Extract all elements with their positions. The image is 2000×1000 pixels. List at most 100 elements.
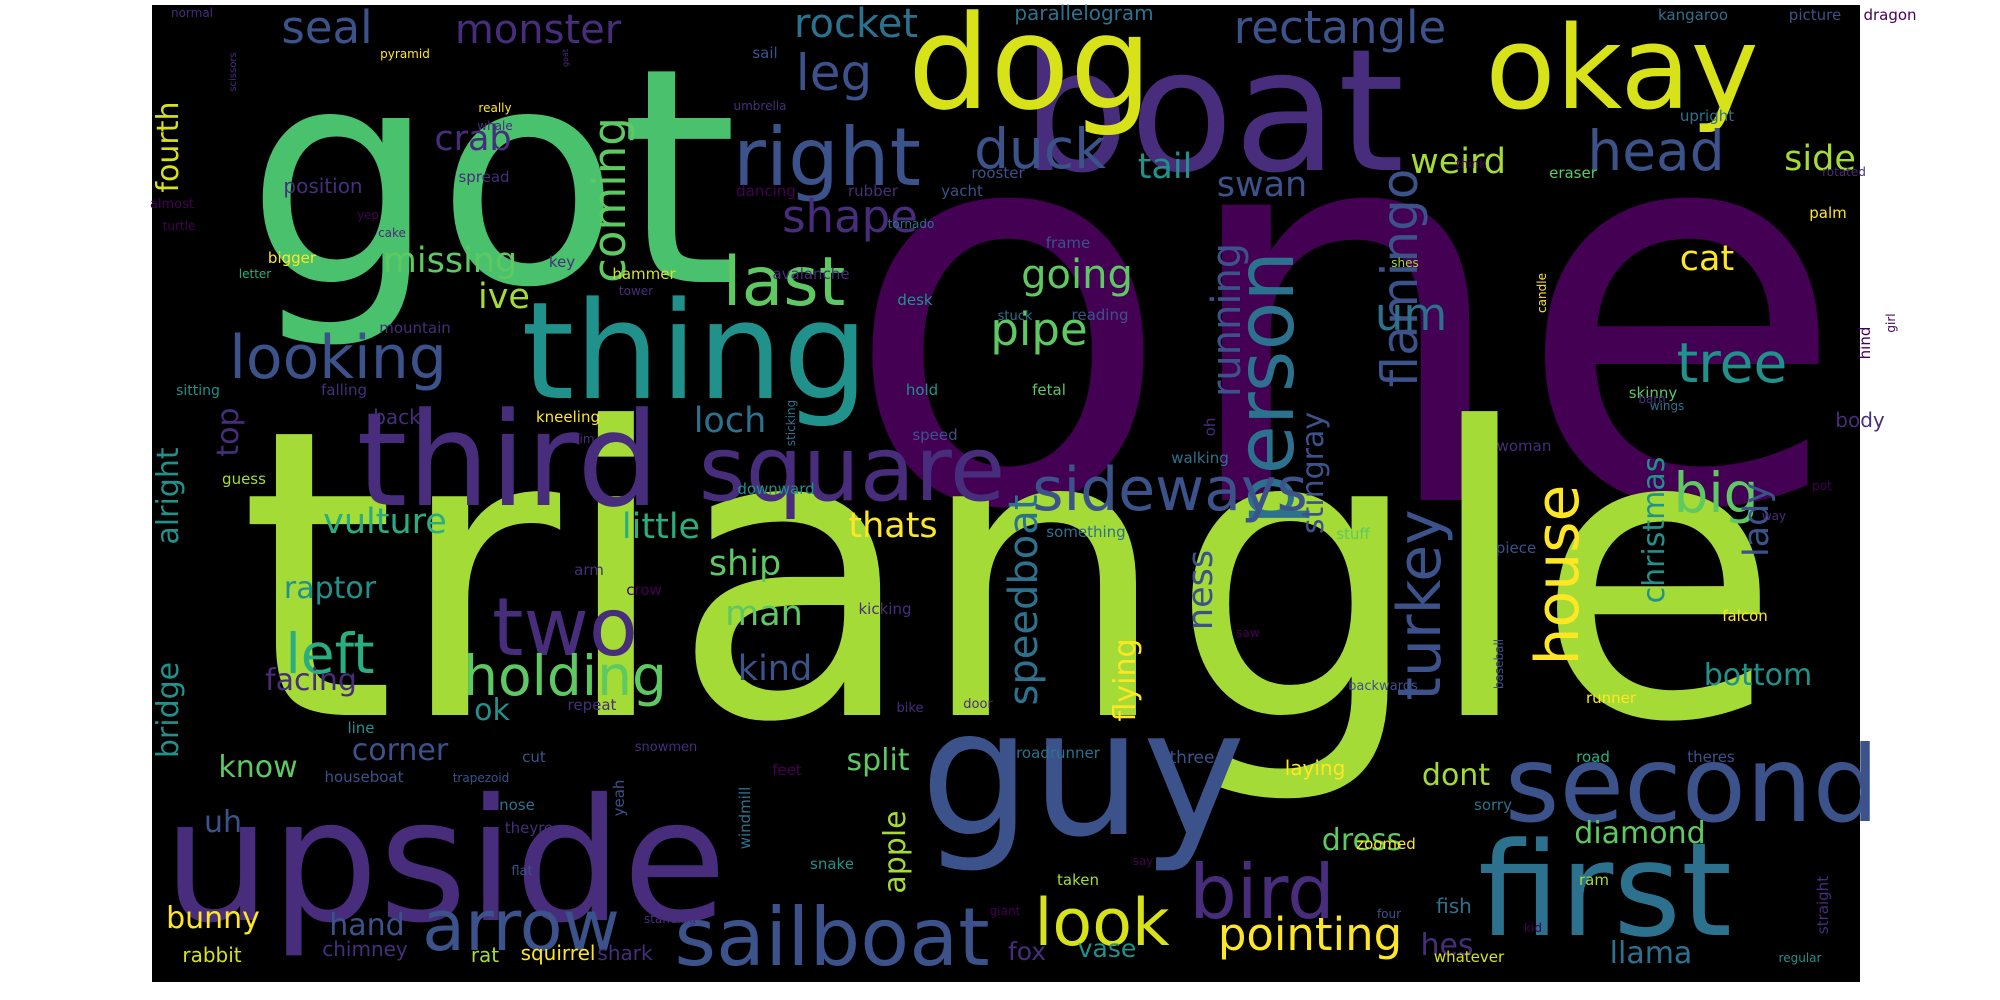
word-laying: laying — [1285, 756, 1346, 780]
word-big: big — [1673, 461, 1758, 525]
word-mountain: mountain — [379, 319, 451, 337]
word-chimney: chimney — [322, 937, 408, 961]
word-upside: upside — [163, 763, 727, 961]
word-turtle: turtle — [163, 219, 196, 233]
word-spread: spread — [458, 168, 509, 186]
word-back: back — [373, 405, 421, 429]
word-houseboat: houseboat — [324, 768, 403, 786]
word-speed: speed — [912, 426, 957, 444]
word-fourth: fourth — [151, 101, 186, 192]
word-rabbit: rabbit — [182, 943, 241, 967]
word-theres: theres — [1687, 748, 1735, 766]
word-downward: downward — [737, 480, 814, 498]
word-guess: guess — [222, 470, 266, 488]
word-okay: okay — [1485, 2, 1758, 136]
word-roadrunner: roadrunner — [1016, 744, 1101, 762]
word-fox: fox — [1008, 937, 1046, 966]
word-raptor: raptor — [284, 571, 377, 606]
word-im: im — [579, 432, 594, 446]
word-stingray: stingray — [1296, 412, 1331, 534]
word-head: head — [1587, 119, 1724, 183]
word-sticking: sticking — [784, 400, 798, 446]
word-one: one — [843, 0, 1848, 628]
word-something: something — [1046, 523, 1125, 541]
word-windmill: windmill — [736, 787, 754, 850]
word-last: last — [723, 243, 846, 322]
word-theyre: theyre — [505, 819, 554, 837]
word-pyramid: pyramid — [380, 47, 430, 61]
word-umbrella: umbrella — [734, 99, 787, 113]
word-hes: hes — [1420, 928, 1473, 963]
word-pot: pot — [1812, 479, 1832, 493]
word-guy: guy — [920, 673, 1246, 876]
word-repeat: repeat — [568, 696, 617, 714]
word-shark: shark — [597, 941, 653, 965]
word-third: third — [356, 384, 659, 536]
word-arm: arm — [574, 561, 604, 579]
word-seal: seal — [281, 1, 372, 54]
word-position: position — [283, 174, 362, 198]
word-piece: piece — [1496, 539, 1536, 557]
word-thing: thing — [521, 273, 868, 430]
word-leg: leg — [796, 44, 872, 102]
word-triangle: triangle — [239, 345, 1781, 810]
word-hammer: hammer — [612, 265, 676, 283]
word-normal: normal — [171, 6, 213, 20]
word-whatever: whatever — [1434, 948, 1505, 966]
word-top: top — [211, 407, 246, 456]
word-kicking: kicking — [859, 600, 912, 618]
word-backwards: backwards — [1348, 679, 1418, 694]
word-whale: whale — [477, 119, 513, 133]
word-facing: facing — [265, 663, 357, 698]
word-kind: kind — [738, 649, 812, 689]
word-candle: candle — [1535, 273, 1549, 313]
word-running: running — [1204, 243, 1250, 397]
word-know: know — [218, 750, 297, 785]
word-rooster: rooster — [971, 164, 1025, 182]
word-cloud-background — [152, 5, 1860, 982]
word-yacht: yacht — [941, 182, 983, 200]
word-parallelogram: parallelogram — [1014, 1, 1153, 25]
word-kid: kid — [1524, 921, 1542, 935]
word-sideways: sideways — [1032, 455, 1308, 525]
word-yep: yep — [357, 208, 379, 222]
word-way: way — [1762, 509, 1786, 523]
word-oh: oh — [1201, 418, 1219, 437]
word-corner: corner — [352, 733, 449, 768]
word-girl: girl — [1884, 313, 1898, 332]
word-loch: loch — [694, 401, 767, 441]
word-desk: desk — [897, 291, 933, 309]
word-stuff: stuff — [1336, 525, 1370, 543]
word-split: split — [846, 743, 909, 778]
word-reading: reading — [1072, 306, 1129, 324]
word-two: two — [492, 581, 638, 674]
word-rectangle: rectangle — [1234, 1, 1446, 54]
word-cut: cut — [522, 748, 546, 766]
word-crow: crow — [626, 581, 662, 599]
word-picture: picture — [1789, 6, 1841, 24]
word-holding: holding — [463, 644, 667, 708]
word-vulture: vulture — [323, 502, 447, 542]
word-tail: tail — [1138, 147, 1193, 187]
word-tornado: tornado — [888, 217, 935, 231]
word-three: three — [1170, 748, 1215, 768]
word-bird: bird — [1189, 848, 1335, 936]
word-weird: weird — [1410, 142, 1506, 182]
word-bottom: bottom — [1704, 658, 1813, 693]
word-door: door — [963, 697, 993, 712]
word-goat: goat — [561, 49, 570, 67]
word-little: little — [622, 507, 700, 547]
word-swan: swan — [1217, 165, 1308, 205]
word-really: really — [478, 101, 511, 115]
word-frame: frame — [1046, 234, 1090, 252]
word-shes: shes — [1391, 256, 1419, 270]
word-feet: feet — [772, 761, 802, 779]
word-coming: coming — [583, 117, 636, 283]
word-hind: hind — [1856, 327, 1874, 360]
word-rat: rat — [471, 943, 499, 967]
word-kneeling: kneeling — [536, 408, 600, 426]
word-bigger: bigger — [268, 249, 317, 267]
word-body: body — [1835, 408, 1885, 432]
word-alright: alright — [151, 447, 186, 544]
